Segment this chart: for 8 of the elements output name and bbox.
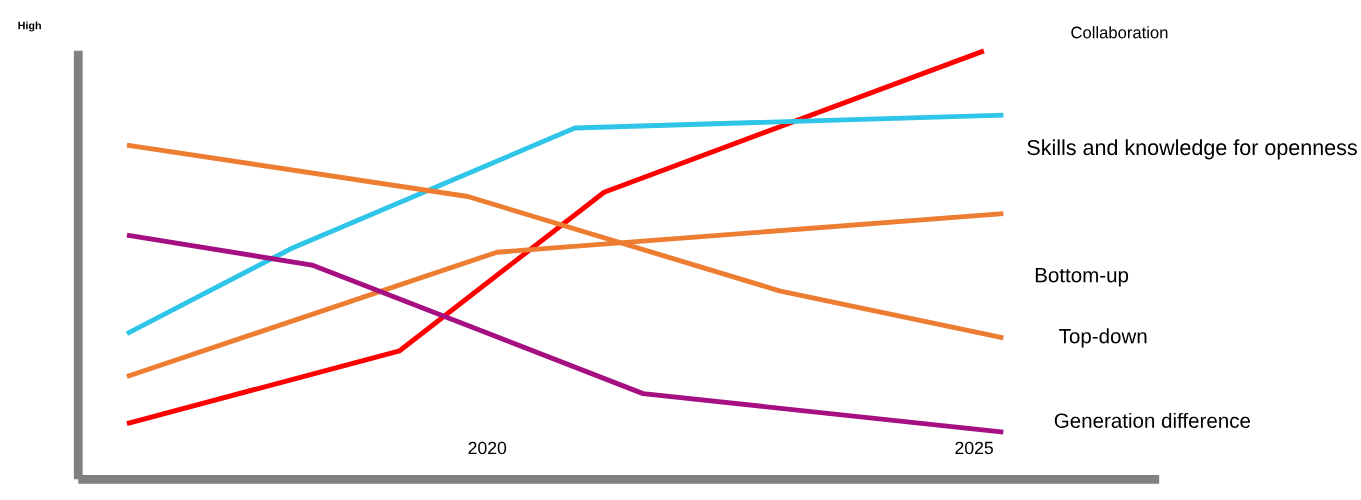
series-label: Skills and knowledge for openness [1027,139,1357,160]
x-tick-label: 2025 [955,441,993,455]
x-tick-label: 2020 [468,441,507,455]
text: Collaboration [1071,26,1168,39]
text: Top-down [1059,328,1147,348]
y-axis-title: High [18,21,41,32]
text: Generation difference [1054,412,1251,429]
text: Bottom-up [1035,268,1129,287]
